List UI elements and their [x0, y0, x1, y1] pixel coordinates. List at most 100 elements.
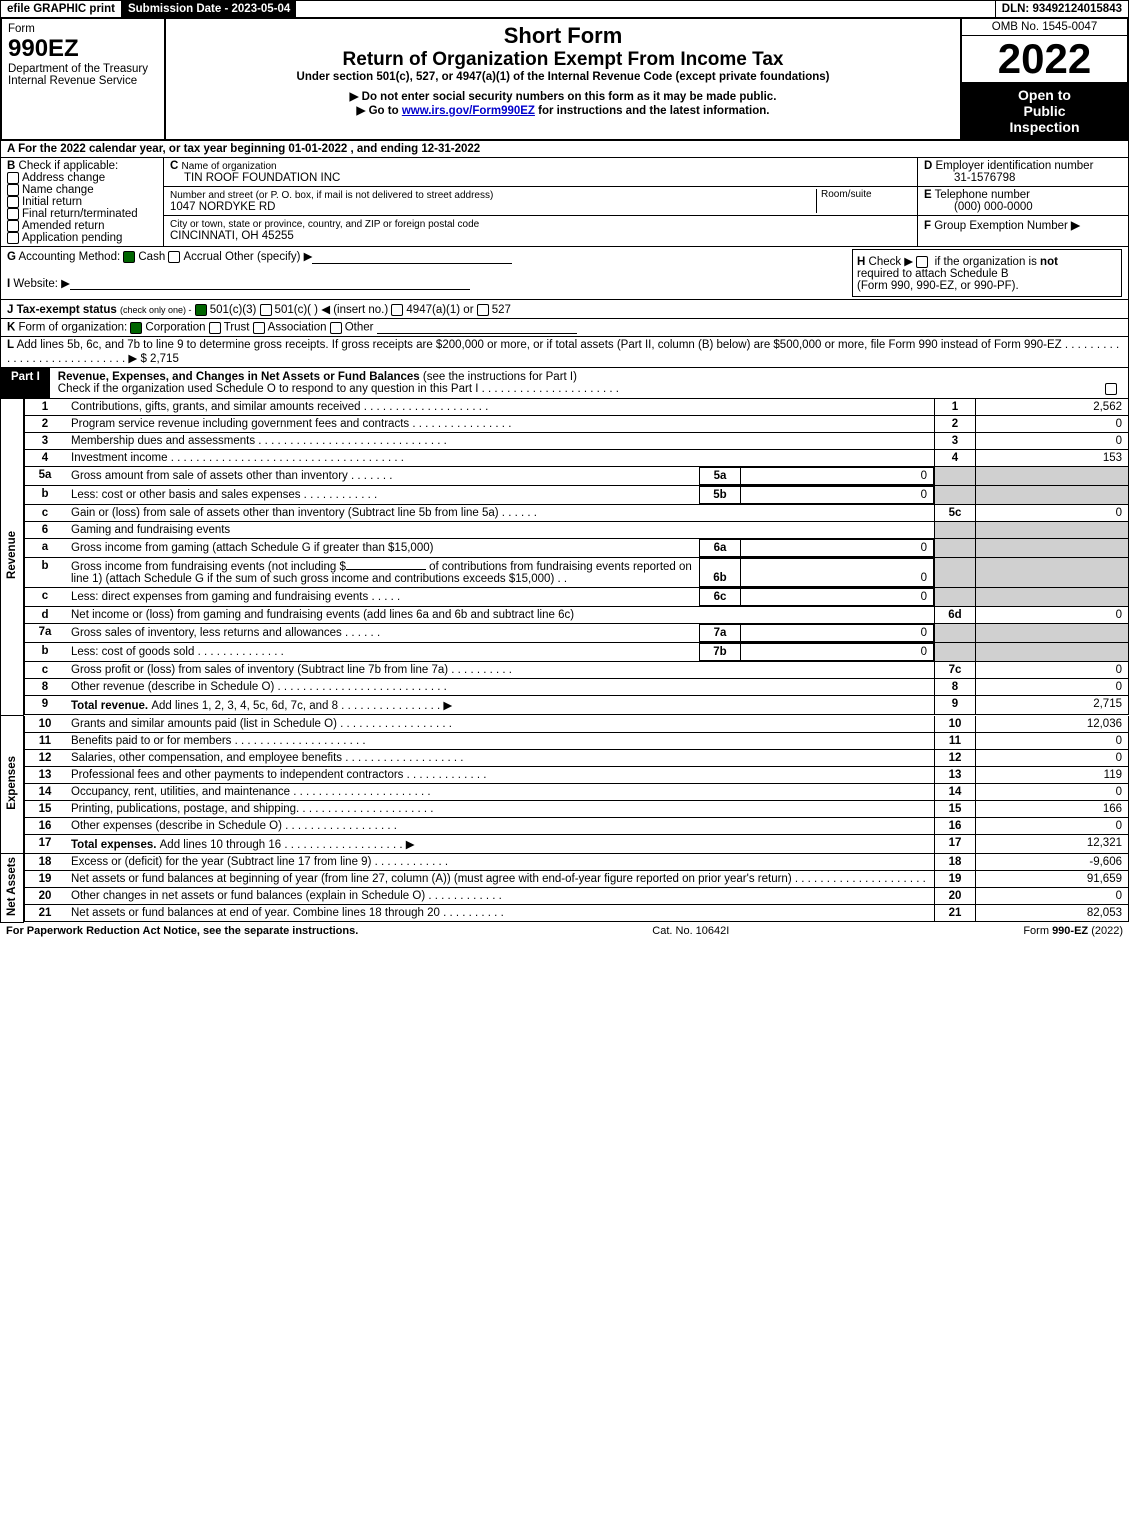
- col-c: C Name of organization TIN ROOF FOUNDATI…: [164, 158, 917, 246]
- note-link-line: ▶ Go to www.irs.gov/Form990EZ for instru…: [172, 103, 954, 117]
- line-9: 9Total revenue. Add lines 1, 2, 3, 4, 5c…: [25, 696, 1129, 715]
- header-center: Short Form Return of Organization Exempt…: [166, 19, 960, 139]
- line-14: 14Occupancy, rent, utilities, and mainte…: [25, 783, 1129, 800]
- part1-title-wrap: Revenue, Expenses, and Changes in Net As…: [50, 368, 1128, 398]
- open-line3: Inspection: [968, 119, 1121, 135]
- form-word: Form: [8, 23, 158, 35]
- header-right: OMB No. 1545-0047 2022 Open to Public In…: [960, 19, 1127, 139]
- side-label-revenue: Revenue: [1, 399, 24, 715]
- line-17: 17Total expenses. Add lines 10 through 1…: [25, 834, 1129, 853]
- tax-year: 2022: [962, 36, 1127, 83]
- c-name-block: C Name of organization TIN ROOF FOUNDATI…: [164, 158, 917, 187]
- line-7b: bLess: cost of goods sold . . . . . . . …: [25, 643, 1129, 662]
- b-item-1: Name change: [22, 184, 94, 196]
- check-application-pending[interactable]: [7, 232, 19, 244]
- omb-label: OMB No. 1545-0047: [962, 19, 1127, 36]
- g-other-blank[interactable]: [312, 251, 512, 264]
- submission-date-label: Submission Date - 2023-05-04: [122, 1, 296, 17]
- check-cash[interactable]: [123, 251, 135, 263]
- short-form-title: Short Form: [172, 23, 954, 49]
- j-opt2: 501(c)( ) ◀ (insert no.): [275, 304, 389, 316]
- col-b: B Check if applicable: Address change Na…: [1, 158, 164, 246]
- row-g-h: G Accounting Method: Cash Accrual Other …: [0, 247, 1129, 300]
- row-a: A For the 2022 calendar year, or tax yea…: [0, 141, 1129, 158]
- irs-link[interactable]: www.irs.gov/Form990EZ: [402, 105, 535, 117]
- line-21: 21Net assets or fund balances at end of …: [25, 905, 1129, 922]
- check-trust[interactable]: [209, 322, 221, 334]
- f-group-block: F Group Exemption Number ▶: [918, 216, 1128, 234]
- check-other-org[interactable]: [330, 322, 342, 334]
- line-18: 18Excess or (deficit) for the year (Subt…: [25, 854, 1129, 871]
- note-ssn: ▶ Do not enter social security numbers o…: [172, 89, 954, 103]
- open-to-public-box: Open to Public Inspection: [962, 83, 1127, 139]
- org-info-block: B Check if applicable: Address change Na…: [0, 158, 1129, 247]
- dln-label: DLN: 93492124015843: [995, 1, 1128, 17]
- side-label-expenses: Expenses: [1, 716, 24, 854]
- f-arrow: ▶: [1071, 220, 1080, 232]
- website-blank[interactable]: [70, 277, 470, 290]
- b-item-2: Initial return: [22, 196, 82, 208]
- e-label: Telephone number: [935, 189, 1030, 201]
- k-other-blank[interactable]: [377, 321, 577, 334]
- c-city-block: City or town, state or province, country…: [164, 216, 917, 244]
- line-3: 3Membership dues and assessments . . . .…: [25, 433, 1129, 450]
- g-cash: Cash: [138, 251, 165, 263]
- expenses-table: 10Grants and similar amounts paid (list …: [24, 716, 1129, 854]
- k-opt3: Other: [345, 322, 374, 334]
- check-association[interactable]: [253, 322, 265, 334]
- k-opt2: Association: [268, 322, 327, 334]
- line-6a: aGross income from gaming (attach Schedu…: [25, 539, 1129, 558]
- col-d: D Employer identification number 31-1576…: [917, 158, 1128, 246]
- check-501c[interactable]: [260, 304, 272, 316]
- check-final-return[interactable]: [7, 208, 19, 220]
- footer-center: Cat. No. 10642I: [652, 925, 729, 937]
- line-1: 1Contributions, gifts, grants, and simil…: [25, 399, 1129, 416]
- check-address-change[interactable]: [7, 172, 19, 184]
- line-5b: bLess: cost or other basis and sales exp…: [25, 486, 1129, 505]
- check-527[interactable]: [477, 304, 489, 316]
- line-19: 19Net assets or fund balances at beginni…: [25, 871, 1129, 888]
- line-7c: cGross profit or (loss) from sales of in…: [25, 662, 1129, 679]
- check-sched-o[interactable]: [1105, 383, 1117, 395]
- check-accrual[interactable]: [168, 251, 180, 263]
- line-15: 15Printing, publications, postage, and s…: [25, 800, 1129, 817]
- netassets-table: 18Excess or (deficit) for the year (Subt…: [24, 854, 1129, 922]
- line-6: 6Gaming and fundraising events: [25, 522, 1129, 539]
- line-6b: bGross income from fundraising events (n…: [25, 558, 1129, 588]
- b-item-0: Address change: [22, 172, 105, 184]
- part1-check-line: Check if the organization used Schedule …: [58, 383, 619, 395]
- org-street: 1047 NORDYKE RD: [170, 201, 275, 213]
- row-l: L Add lines 5b, 6c, and 7b to line 9 to …: [0, 337, 1129, 368]
- phone-value: (000) 000-0000: [924, 201, 1033, 213]
- row-a-text: For the 2022 calendar year, or tax year …: [18, 143, 480, 155]
- note-link-pre: ▶ Go to: [357, 105, 402, 117]
- j-label: Tax-exempt status: [17, 304, 117, 316]
- check-name-change[interactable]: [7, 184, 19, 196]
- check-corporation[interactable]: [130, 322, 142, 334]
- line-20: 20Other changes in net assets or fund ba…: [25, 888, 1129, 905]
- check-501c3[interactable]: [195, 304, 207, 316]
- check-initial-return[interactable]: [7, 196, 19, 208]
- b-label: Check if applicable:: [19, 160, 119, 172]
- footer-right: Form 990-EZ (2022): [1023, 925, 1123, 937]
- top-bar-spacer: [296, 1, 994, 17]
- line-5a: 5aGross amount from sale of assets other…: [25, 467, 1129, 486]
- header-left: Form 990EZ Department of the Treasury In…: [2, 19, 166, 139]
- page-footer: For Paperwork Reduction Act Notice, see …: [0, 923, 1129, 939]
- k-opt1: Trust: [224, 322, 250, 334]
- netassets-outer-table: Net Assets 18Excess or (deficit) for the…: [0, 854, 1129, 923]
- h-text4: (Form 990, 990-EZ, or 990-PF).: [857, 280, 1019, 292]
- c-street-block: Number and street (or P. O. box, if mail…: [164, 187, 917, 216]
- check-h[interactable]: [916, 256, 928, 268]
- top-bar: efile GRAPHIC print Submission Date - 20…: [0, 0, 1129, 18]
- part1-title-sub: (see the instructions for Part I): [423, 371, 577, 383]
- g-label: Accounting Method:: [19, 251, 121, 263]
- note-link-post: for instructions and the latest informat…: [535, 105, 770, 117]
- l-value: $ 2,715: [140, 353, 178, 365]
- org-name: TIN ROOF FOUNDATION INC: [170, 172, 340, 184]
- check-amended-return[interactable]: [7, 220, 19, 232]
- check-4947[interactable]: [391, 304, 403, 316]
- line-7a: 7aGross sales of inventory, less returns…: [25, 624, 1129, 643]
- main-title: Return of Organization Exempt From Incom…: [172, 49, 954, 71]
- h-text2: if the organization is: [935, 256, 1040, 268]
